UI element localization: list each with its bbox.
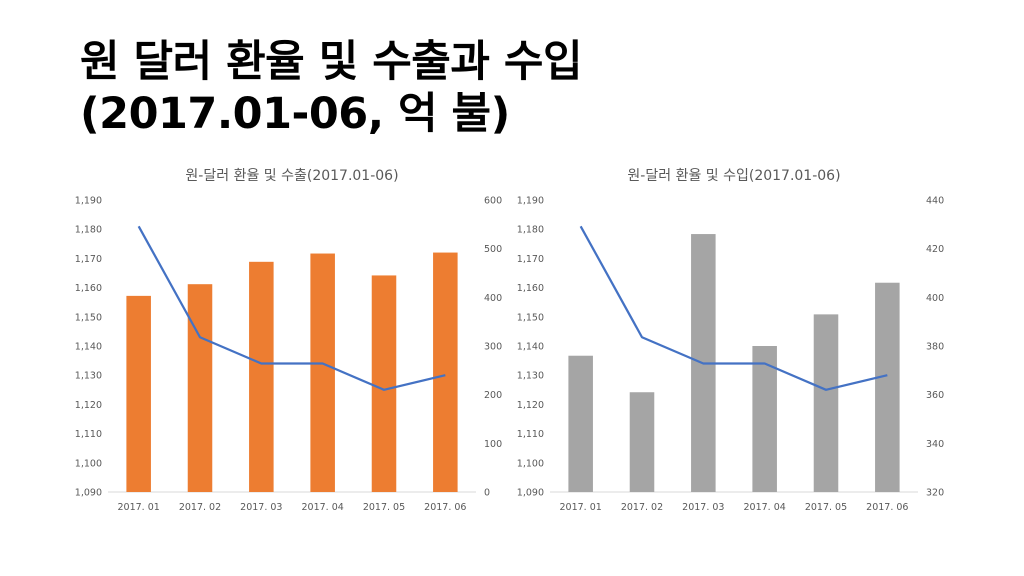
left-axis-tick-label: 1,130: [517, 371, 544, 382]
slide-title: 원 달러 환율 및 수출과 수입 (2017.01-06, 억 불): [80, 36, 583, 140]
left-axis-tick-label: 1,150: [517, 312, 544, 323]
x-axis-tick-label: 2017. 02: [621, 502, 663, 513]
exchange-rate-line: [137, 225, 446, 391]
x-axis-tick-label: 2017. 01: [560, 502, 602, 513]
bar-201702: [187, 284, 213, 492]
x-axis-tick-label: 2017. 05: [805, 502, 847, 513]
right-axis-tick-label: 360: [926, 390, 944, 401]
left-axis-tick-label: 1,180: [517, 225, 544, 236]
chart-title: 원-달러 환율 및 수출(2017.01-06): [185, 168, 398, 184]
left-axis-tick-label: 1,190: [517, 196, 544, 207]
left-axis-tick-label: 1,100: [75, 458, 102, 469]
bar-201705: [813, 314, 839, 492]
x-axis-tick-label: 2017. 03: [240, 502, 282, 513]
left-axis-tick-label: 1,130: [75, 371, 102, 382]
import-chart: 원-달러 환율 및 수입(2017.01-06) 1,090 1,100 1,110 1…: [504, 160, 944, 520]
x-axis-tick-label: 2017. 06: [866, 502, 908, 513]
left-axis-tick-label: 1,140: [75, 342, 102, 353]
x-axis-tick-label: 2017. 01: [118, 502, 160, 513]
right-axis-tick-label: 400: [484, 293, 502, 304]
bar-201706: [433, 252, 458, 492]
left-axis-tick-label: 1,090: [517, 488, 544, 499]
bar-201701: [568, 355, 593, 492]
left-axis-tick-label: 1,090: [75, 488, 102, 499]
right-axis-tick-label: 320: [926, 488, 944, 499]
bar-201703: [249, 261, 274, 492]
left-axis-tick-label: 1,140: [517, 342, 544, 353]
chart-title: 원-달러 환율 및 수입(2017.01-06): [627, 168, 840, 184]
exchange-rate-line: [579, 225, 888, 391]
x-axis-tick-label: 2017. 05: [363, 502, 405, 513]
left-axis-tick-label: 1,120: [517, 400, 544, 411]
left-axis-tick-label: 1,180: [75, 225, 102, 236]
left-axis-tick-label: 1,150: [75, 312, 102, 323]
slide-title-line2: (2017.01-06, 억 불): [80, 89, 510, 139]
right-axis-tick-label: 200: [484, 390, 502, 401]
left-axis-tick-label: 1,170: [75, 254, 102, 265]
right-axis-tick-label: 500: [484, 244, 502, 255]
right-axis-tick-label: 420: [926, 244, 944, 255]
x-axis-tick-label: 2017. 02: [179, 502, 221, 513]
export-chart: 원-달러 환율 및 수출(2017.01-06) 1,090 1,100 1,110 1…: [62, 160, 502, 520]
x-axis-tick-label: 2017. 04: [744, 502, 786, 513]
bar-201706: [875, 282, 900, 492]
bar-201704: [752, 346, 777, 492]
bar-201702: [629, 392, 655, 492]
x-axis-tick-label: 2017. 03: [682, 502, 724, 513]
right-axis-tick-label: 380: [926, 342, 944, 353]
right-axis-tick-label: 100: [484, 439, 502, 450]
left-axis-tick-label: 1,160: [75, 283, 102, 294]
left-axis-tick-label: 1,110: [517, 429, 544, 440]
x-axis-tick-label: 2017. 04: [302, 502, 344, 513]
right-axis-tick-label: 0: [484, 488, 490, 499]
left-axis-tick-label: 1,170: [517, 254, 544, 265]
right-axis-tick-label: 600: [484, 196, 502, 207]
right-axis-tick-label: 340: [926, 439, 944, 450]
left-axis-tick-label: 1,100: [517, 458, 544, 469]
bar-201704: [310, 253, 335, 492]
import-chart-svg: 원-달러 환율 및 수입(2017.01-06) 1,090 1,100 1,110 1…: [517, 168, 944, 513]
export-chart-svg: 원-달러 환율 및 수출(2017.01-06) 1,090 1,100 1,110 1…: [75, 168, 502, 513]
left-axis-tick-label: 1,120: [75, 400, 102, 411]
right-axis-tick-label: 440: [926, 196, 944, 207]
left-axis-tick-label: 1,190: [75, 196, 102, 207]
right-axis-tick-label: 300: [484, 342, 502, 353]
right-axis-tick-label: 400: [926, 293, 944, 304]
left-axis-tick-label: 1,160: [517, 283, 544, 294]
bar-201705: [371, 275, 397, 492]
left-axis-tick-label: 1,110: [75, 429, 102, 440]
bar-201701: [126, 295, 151, 492]
slide-title-line1: 원 달러 환율 및 수출과 수입: [80, 37, 583, 87]
x-axis-tick-label: 2017. 06: [424, 502, 466, 513]
